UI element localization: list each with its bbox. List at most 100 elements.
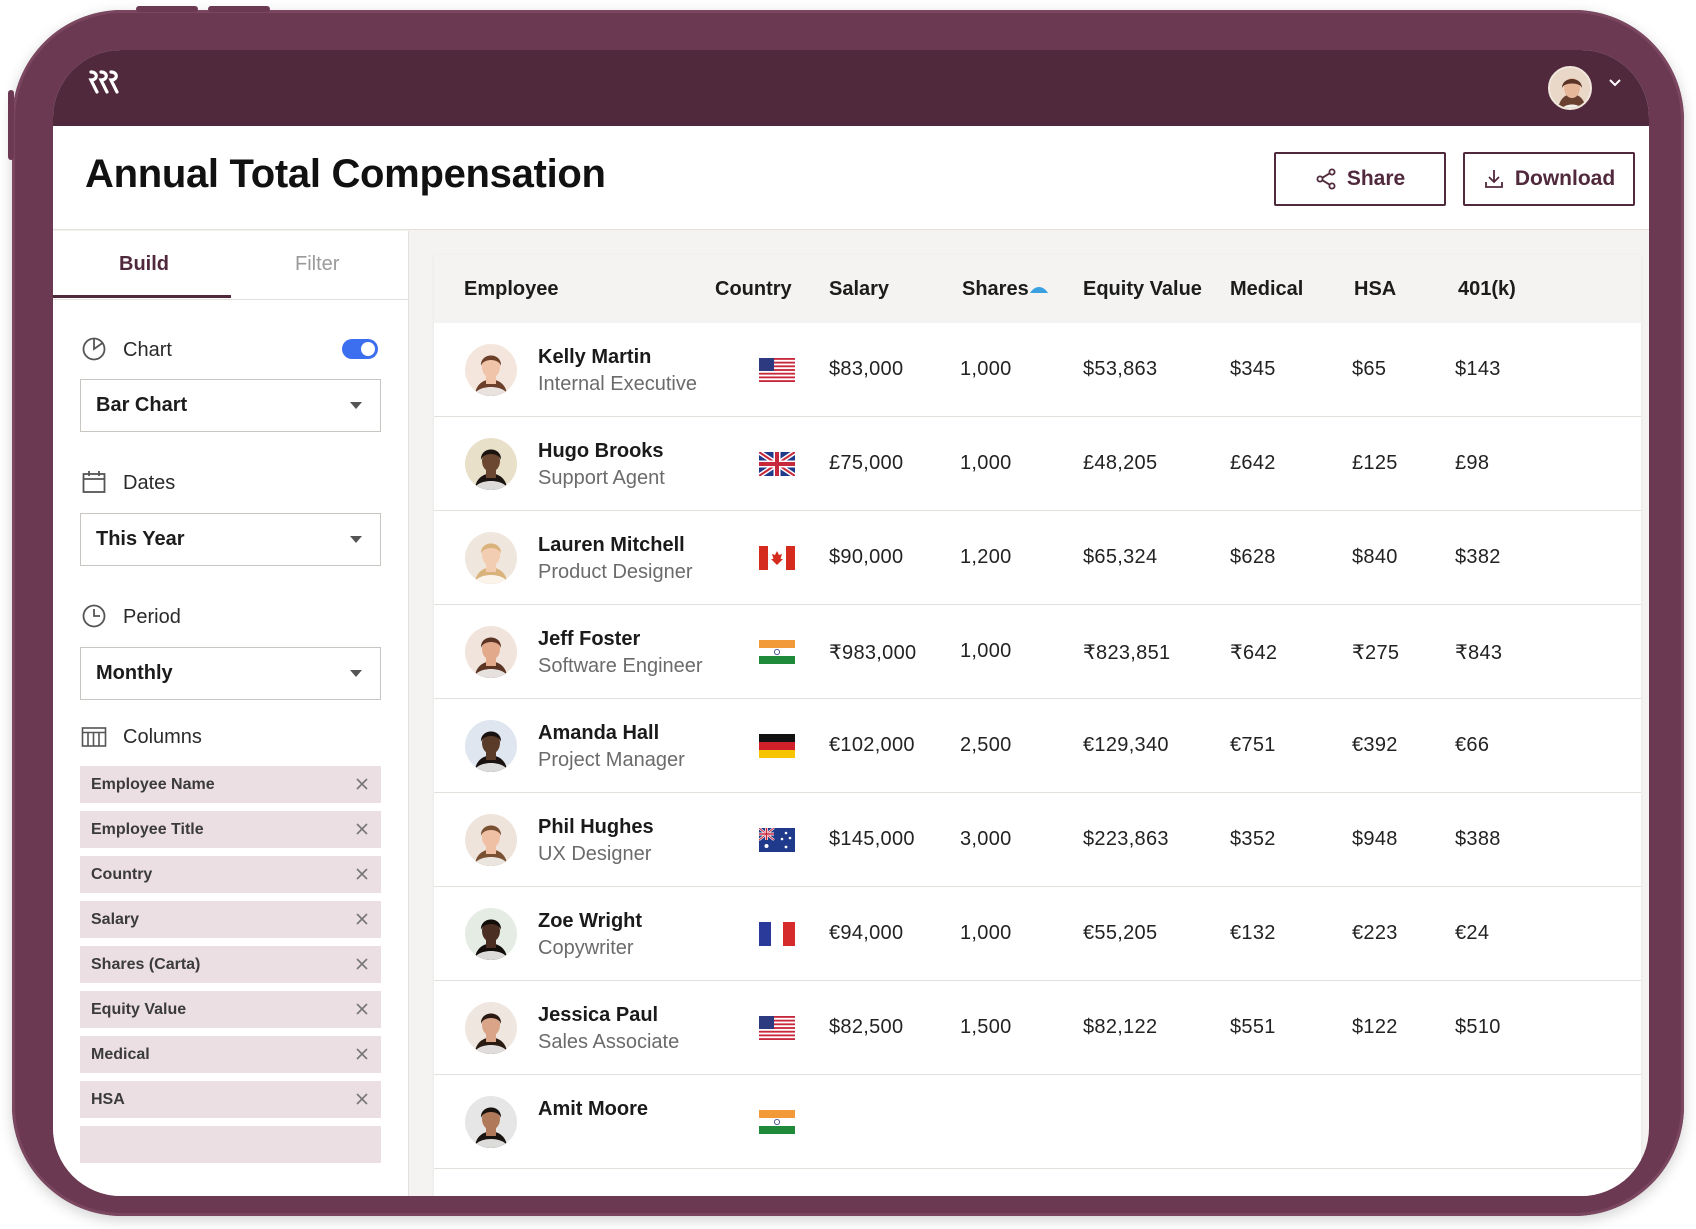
- app-screen: Annual Total Compensation Share: [53, 50, 1649, 1196]
- column-chip: HSA: [80, 1081, 381, 1118]
- col-header-salary[interactable]: Salary: [829, 278, 890, 300]
- cell-medical: €751: [1230, 734, 1276, 756]
- cell-equity: $223,863: [1083, 828, 1169, 850]
- sort-indicator-icon[interactable]: [1029, 285, 1049, 295]
- remove-icon[interactable]: [355, 867, 369, 881]
- remove-icon[interactable]: [355, 777, 369, 791]
- col-header-medical[interactable]: Medical: [1230, 278, 1304, 300]
- column-chip: Equity Value: [80, 991, 381, 1028]
- table-row[interactable]: Jessica Paul Sales Associate $82,500 1,50…: [434, 981, 1641, 1075]
- employee-title: Software Engineer: [538, 655, 703, 677]
- employee-name[interactable]: Zoe Wright: [538, 910, 643, 932]
- cell-salary: €94,000: [829, 922, 904, 944]
- device-button: [8, 90, 14, 160]
- cell-salary: £75,000: [829, 452, 904, 474]
- country-flag-icon: [759, 734, 795, 758]
- col-header-employee[interactable]: Employee: [464, 278, 559, 300]
- pie-chart-icon: [82, 337, 106, 361]
- cell-hsa: $948: [1352, 828, 1398, 850]
- app-logo-icon[interactable]: [87, 68, 123, 96]
- active-tab-indicator: [53, 295, 231, 298]
- column-chip: [80, 1126, 381, 1163]
- calendar-icon: [82, 471, 106, 493]
- caret-down-icon: [350, 670, 362, 677]
- period-select[interactable]: Monthly: [80, 647, 381, 700]
- build-sidebar: Build Filter Chart Bar Chart: [53, 231, 409, 1196]
- tab-filter[interactable]: Filter: [295, 253, 340, 275]
- col-header-hsa[interactable]: HSA: [1354, 278, 1397, 300]
- chip-label: Medical: [91, 1045, 150, 1063]
- remove-icon[interactable]: [355, 1092, 369, 1106]
- clock-icon: [82, 604, 106, 628]
- employee-name[interactable]: Lauren Mitchell: [538, 534, 685, 556]
- table-row[interactable]: Jeff Foster Software Engineer ₹983,000 1,…: [434, 605, 1641, 699]
- column-chip: Medical: [80, 1036, 381, 1073]
- remove-icon[interactable]: [355, 912, 369, 926]
- share-label: Share: [1346, 167, 1406, 190]
- employee-name[interactable]: Jessica Paul: [538, 1004, 659, 1026]
- employee-avatar: [465, 1002, 517, 1054]
- cell-hsa: £125: [1352, 452, 1398, 474]
- country-flag-icon: [759, 828, 795, 852]
- dates-select[interactable]: This Year: [80, 513, 381, 566]
- remove-icon[interactable]: [355, 957, 369, 971]
- cell-shares: 1,000: [960, 358, 1012, 380]
- country-flag-icon: [759, 358, 795, 382]
- column-chip: Employee Name: [80, 766, 381, 803]
- cell-salary: €102,000: [829, 734, 915, 756]
- chip-label: Salary: [91, 910, 140, 928]
- chevron-down-icon[interactable]: [1608, 78, 1622, 88]
- cell-k401: £98: [1455, 452, 1490, 474]
- period-label: Period: [123, 606, 181, 628]
- download-button[interactable]: Download: [1463, 152, 1635, 206]
- cell-hsa: €392: [1352, 734, 1398, 756]
- employee-name[interactable]: Jeff Foster: [538, 628, 641, 650]
- table-row[interactable]: Amanda Hall Project Manager €102,000 2,50…: [434, 699, 1641, 793]
- cell-equity: €129,340: [1083, 734, 1169, 756]
- table-row[interactable]: Lauren Mitchell Product Designer $90,000…: [434, 511, 1641, 605]
- cell-salary: $83,000: [829, 358, 904, 380]
- share-button[interactable]: Share: [1274, 152, 1446, 206]
- dates-label: Dates: [123, 472, 176, 494]
- remove-icon[interactable]: [355, 1047, 369, 1061]
- cell-medical: €132: [1230, 922, 1276, 944]
- user-avatar[interactable]: [1548, 66, 1592, 110]
- chart-toggle[interactable]: [342, 339, 378, 359]
- chip-label: Shares (Carta): [91, 955, 201, 973]
- table-row[interactable]: Amit Moore: [434, 1075, 1641, 1169]
- top-bar: [53, 50, 1649, 126]
- cell-k401: €24: [1455, 922, 1490, 944]
- col-header-shares[interactable]: Shares: [962, 278, 1029, 300]
- table-row[interactable]: Kelly Martin Internal Executive $83,000 1…: [434, 323, 1641, 417]
- cell-equity: £48,205: [1083, 452, 1158, 474]
- table-row[interactable]: Hugo Brooks Support Agent £75,000 1,000 £4…: [434, 417, 1641, 511]
- cell-hsa: $122: [1352, 1016, 1398, 1038]
- chart-type-select[interactable]: Bar Chart: [80, 379, 381, 432]
- column-chip: Salary: [80, 901, 381, 938]
- employee-name[interactable]: Phil Hughes: [538, 816, 654, 838]
- column-chip: Country: [80, 856, 381, 893]
- cell-equity: €55,205: [1083, 922, 1158, 944]
- col-header-country[interactable]: Country: [715, 278, 792, 300]
- page-header: Annual Total Compensation Share: [53, 126, 1649, 230]
- cell-k401: $388: [1455, 828, 1501, 850]
- compensation-table: Employee Country Salary Shares Equity Va…: [434, 255, 1641, 1196]
- employee-name[interactable]: Amanda Hall: [538, 722, 660, 744]
- cell-shares: 1,500: [960, 1016, 1012, 1038]
- col-header-401k[interactable]: 401(k): [1458, 278, 1516, 300]
- col-header-equity-value[interactable]: Equity Value: [1083, 278, 1202, 300]
- employee-name[interactable]: Hugo Brooks: [538, 440, 664, 462]
- page-title: Annual Total Compensation: [85, 152, 606, 196]
- remove-icon[interactable]: [355, 822, 369, 836]
- employee-avatar: [465, 438, 517, 490]
- tab-build[interactable]: Build: [119, 253, 169, 275]
- columns-label: Columns: [123, 726, 202, 748]
- country-flag-icon: [759, 1110, 795, 1134]
- employee-name[interactable]: Amit Moore: [538, 1098, 648, 1120]
- remove-icon[interactable]: [355, 1002, 369, 1016]
- employee-name[interactable]: Kelly Martin: [538, 346, 652, 368]
- download-icon: [1484, 170, 1503, 188]
- table-row[interactable]: Zoe Wright Copywriter €94,000 1,000 €55,20…: [434, 887, 1641, 981]
- table-row[interactable]: Phil Hughes UX Designer $145,000 3,000 $22…: [434, 793, 1641, 887]
- columns-icon: [81, 727, 107, 747]
